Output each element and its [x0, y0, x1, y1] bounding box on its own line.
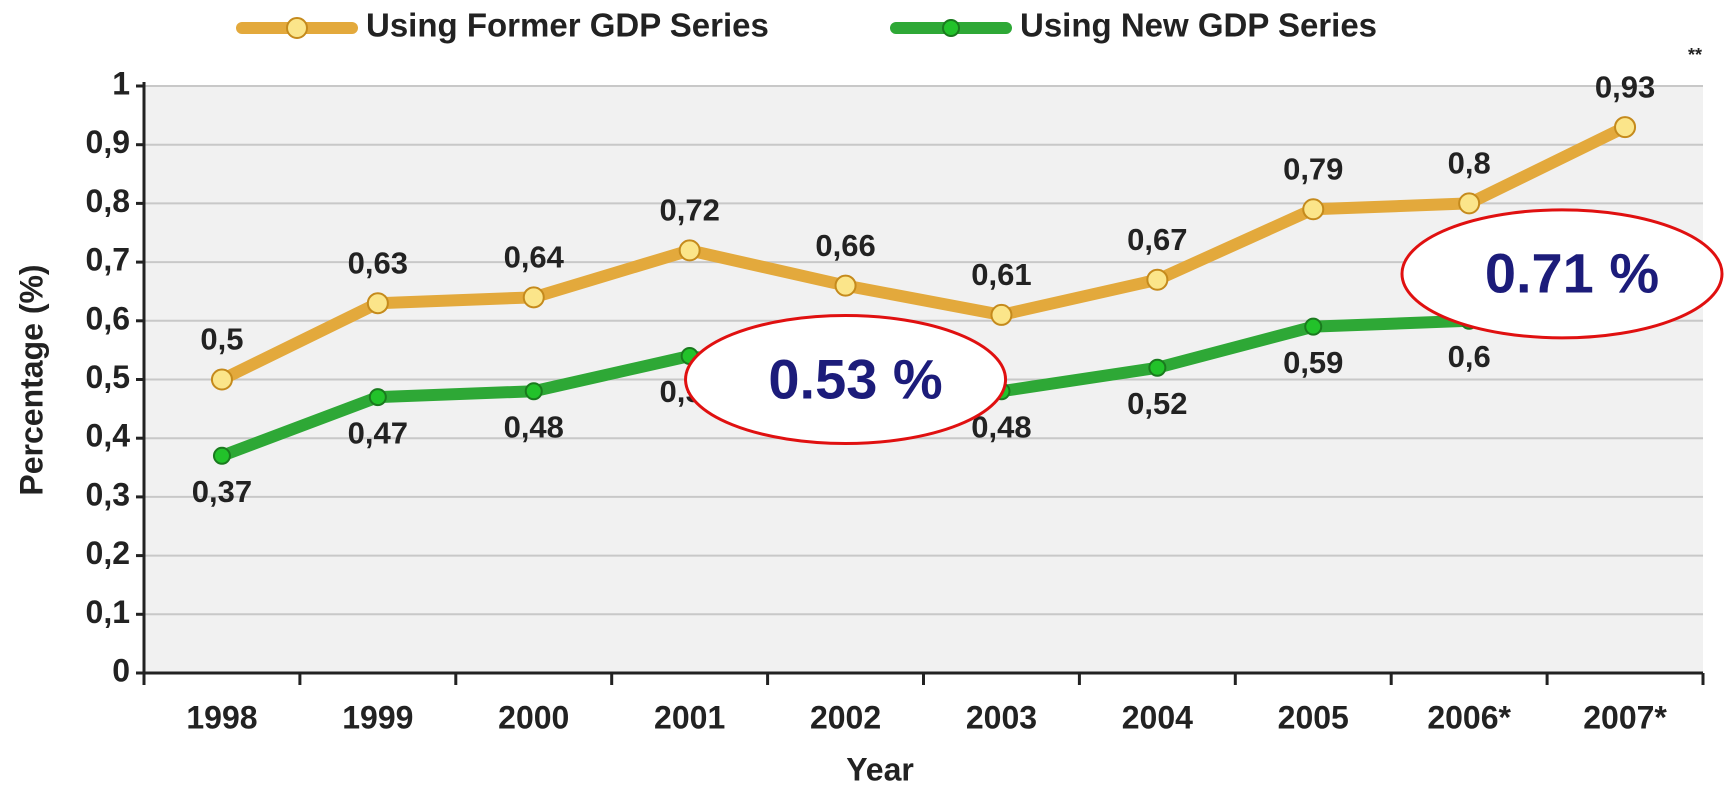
y-tick-label: 0,3	[86, 476, 130, 512]
y-tick-label: 0,4	[86, 418, 131, 454]
x-tick-label: 2006*	[1427, 699, 1511, 735]
value-label: 0,72	[659, 193, 719, 228]
y-tick-label: 0,7	[86, 242, 130, 278]
value-label: 0,79	[1283, 151, 1343, 186]
annotation: **	[1688, 45, 1702, 65]
x-tick-label: 2003	[966, 699, 1037, 735]
data-point	[524, 382, 543, 401]
x-tick-label: 2005	[1278, 699, 1349, 735]
y-tick-label: 0,9	[86, 124, 130, 160]
data-point	[1302, 198, 1325, 221]
value-label: 0,61	[971, 257, 1031, 292]
value-label: 0,6	[1448, 339, 1491, 374]
data-point	[522, 286, 545, 309]
data-point	[212, 446, 231, 465]
value-label: 0,59	[1283, 345, 1343, 380]
data-point	[1614, 116, 1637, 139]
y-tick-label: 0,6	[86, 300, 130, 336]
value-label: 0,63	[348, 245, 408, 280]
data-point	[834, 274, 857, 297]
data-point	[990, 303, 1013, 326]
legend-marker	[286, 17, 308, 39]
callout-text: 0.53 %	[768, 347, 942, 410]
value-label: 0,8	[1448, 146, 1491, 181]
x-tick-label: 1999	[342, 699, 413, 735]
x-tick-label: 1998	[186, 699, 257, 735]
value-label: 0,52	[1127, 386, 1187, 421]
value-label: 0,37	[192, 474, 252, 509]
y-tick-label: 0,2	[86, 535, 130, 571]
x-tick-label: 2002	[810, 699, 881, 735]
y-tick-label: 0,5	[86, 359, 130, 395]
series-line	[215, 121, 1632, 386]
value-label: 0,48	[504, 409, 564, 444]
value-label: 0,48	[971, 409, 1031, 444]
value-label: 0,64	[504, 240, 565, 275]
data-point	[1148, 358, 1167, 377]
data-point	[210, 368, 233, 391]
data-point	[366, 292, 389, 315]
callout-ellipse	[1400, 208, 1724, 340]
data-point	[1458, 192, 1481, 215]
legend-marker	[942, 19, 960, 37]
legend-label: Using New GDP Series	[1020, 7, 1377, 44]
y-axis-label: Percentage (%)	[13, 264, 49, 495]
value-label: 0,93	[1595, 69, 1655, 104]
callout-text: 0.71 %	[1485, 242, 1659, 305]
data-point	[1304, 317, 1323, 336]
data-point	[1146, 268, 1169, 291]
value-label: 0,66	[815, 228, 875, 263]
data-point	[678, 239, 701, 262]
callout-ellipse	[684, 314, 1008, 445]
x-tick-label: 2001	[654, 699, 725, 735]
value-label: 0,47	[348, 415, 408, 450]
y-tick-label: 0,8	[86, 183, 130, 219]
x-tick-label: 2000	[498, 699, 569, 735]
y-tick-label: 0	[112, 652, 130, 688]
y-tick-label: 1	[112, 65, 130, 101]
data-point	[368, 388, 387, 407]
y-tick-label: 0,1	[86, 594, 130, 630]
x-axis-label: Year	[846, 751, 914, 787]
x-tick-label: 2004	[1122, 699, 1193, 735]
x-tick-label: 2007*	[1583, 699, 1667, 735]
value-label: 0,67	[1127, 222, 1187, 257]
value-label: 0,5	[200, 322, 243, 357]
legend-label: Using Former GDP Series	[366, 7, 769, 44]
